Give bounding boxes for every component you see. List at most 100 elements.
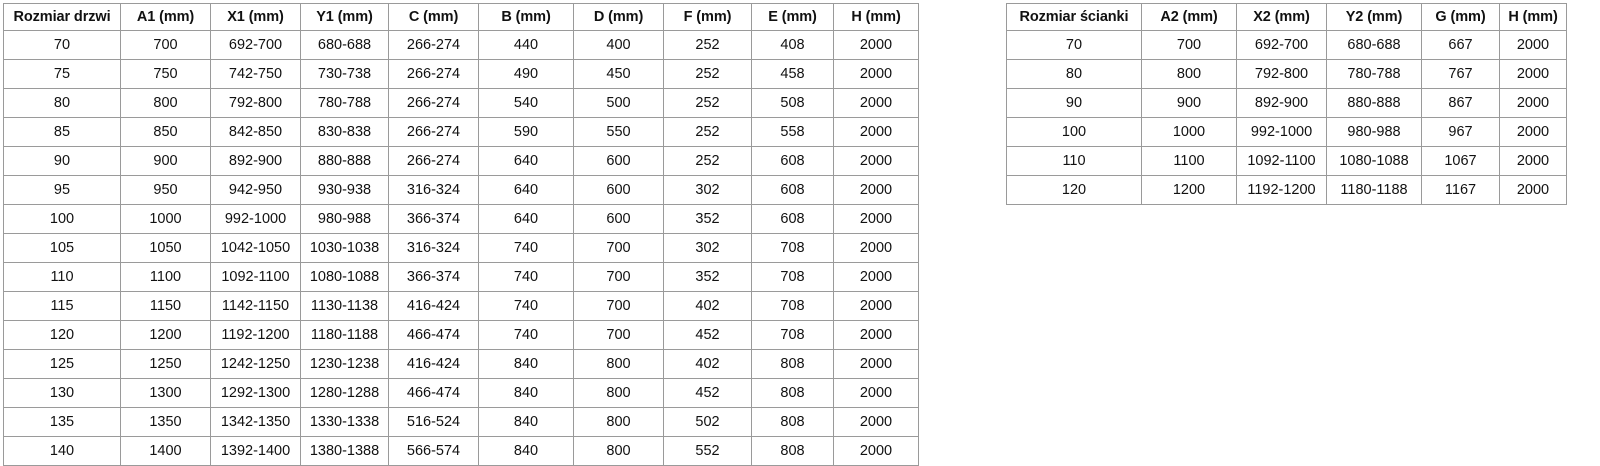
wall-panel-size-table-container: Rozmiar ścianki A2 (mm) X2 (mm) Y2 (mm) G (m… bbox=[1006, 3, 1567, 205]
column-header-wall-2: X2 (mm) bbox=[1236, 3, 1327, 31]
table-cell: 252 bbox=[663, 30, 752, 60]
table-cell: 452 bbox=[663, 378, 752, 408]
table-cell: 302 bbox=[663, 233, 752, 263]
table-cell: 930-938 bbox=[300, 175, 389, 205]
table-cell: 2000 bbox=[833, 117, 919, 147]
row-size-cell: 75 bbox=[3, 59, 121, 89]
table-cell: 1242-1250 bbox=[210, 349, 301, 379]
table-cell: 266-274 bbox=[388, 88, 479, 118]
table-row: 120 1200 1192-1200 1180-1188 466-474 740 700 45… bbox=[3, 320, 919, 350]
row-size-cell: 85 bbox=[3, 117, 121, 147]
table-cell: 808 bbox=[751, 436, 834, 466]
table-cell: 800 bbox=[1141, 59, 1237, 89]
row-size-cell: 105 bbox=[3, 233, 121, 263]
table-cell: 850 bbox=[120, 117, 211, 147]
table-cell: 366-374 bbox=[388, 262, 479, 292]
table-row: 120 1200 1192-1200 1180-1188 1167 2000 bbox=[1006, 175, 1567, 205]
table-cell: 980-988 bbox=[1326, 117, 1422, 147]
row-size-cell: 120 bbox=[1006, 175, 1142, 205]
table-cell: 440 bbox=[478, 30, 574, 60]
table-cell: 2000 bbox=[833, 349, 919, 379]
table-cell: 408 bbox=[751, 30, 834, 60]
table-cell: 700 bbox=[573, 233, 664, 263]
table-cell: 266-274 bbox=[388, 146, 479, 176]
table-cell: 1042-1050 bbox=[210, 233, 301, 263]
table-cell: 1180-1188 bbox=[1326, 175, 1422, 205]
table-cell: 1100 bbox=[1141, 146, 1237, 176]
table-cell: 266-274 bbox=[388, 117, 479, 147]
table-cell: 840 bbox=[478, 436, 574, 466]
table-cell: 680-688 bbox=[300, 30, 389, 60]
table-cell: 640 bbox=[478, 175, 574, 205]
table-cell: 892-900 bbox=[1236, 88, 1327, 118]
column-header-doors-7: F (mm) bbox=[663, 3, 752, 31]
table-cell: 740 bbox=[478, 233, 574, 263]
table-cell: 2000 bbox=[833, 320, 919, 350]
table-cell: 266-274 bbox=[388, 59, 479, 89]
table-cell: 900 bbox=[1141, 88, 1237, 118]
column-header-doors-5: B (mm) bbox=[478, 3, 574, 31]
table-cell: 1392-1400 bbox=[210, 436, 301, 466]
table-cell: 352 bbox=[663, 204, 752, 234]
table-cell: 730-738 bbox=[300, 59, 389, 89]
table-cell: 692-700 bbox=[1236, 30, 1327, 60]
row-size-cell: 70 bbox=[1006, 30, 1142, 60]
table-cell: 1067 bbox=[1421, 146, 1500, 176]
row-size-cell: 90 bbox=[1006, 88, 1142, 118]
table-cell: 266-274 bbox=[388, 30, 479, 60]
table-row: 100 1000 992-1000 980-988 967 2000 bbox=[1006, 117, 1567, 147]
table-cell: 692-700 bbox=[210, 30, 301, 60]
table-cell: 540 bbox=[478, 88, 574, 118]
table-cell: 2000 bbox=[833, 407, 919, 437]
table-cell: 1300 bbox=[120, 378, 211, 408]
table-cell: 750 bbox=[120, 59, 211, 89]
table-cell: 950 bbox=[120, 175, 211, 205]
table-cell: 608 bbox=[751, 204, 834, 234]
row-size-cell: 100 bbox=[1006, 117, 1142, 147]
table-cell: 2000 bbox=[833, 291, 919, 321]
table-cell: 2000 bbox=[833, 204, 919, 234]
table-cell: 458 bbox=[751, 59, 834, 89]
table-header-row: Rozmiar ścianki A2 (mm) X2 (mm) Y2 (mm) G (m… bbox=[1006, 3, 1567, 31]
table-cell: 2000 bbox=[833, 233, 919, 263]
column-header-doors-4: C (mm) bbox=[388, 3, 479, 31]
table-row: 130 1300 1292-1300 1280-1288 466-474 840 800 45… bbox=[3, 378, 919, 408]
table-cell: 316-324 bbox=[388, 175, 479, 205]
table-cell: 2000 bbox=[833, 262, 919, 292]
row-size-cell: 80 bbox=[3, 88, 121, 118]
table-cell: 466-474 bbox=[388, 378, 479, 408]
table-row: 110 1100 1092-1100 1080-1088 366-374 740 700 35… bbox=[3, 262, 919, 292]
row-size-cell: 95 bbox=[3, 175, 121, 205]
table-cell: 792-800 bbox=[1236, 59, 1327, 89]
table-cell: 352 bbox=[663, 262, 752, 292]
table-header-row: Rozmiar drzwi A1 (mm) X1 (mm) Y1 (mm) C (mm)… bbox=[3, 3, 919, 31]
column-header-doors-9: H (mm) bbox=[833, 3, 919, 31]
table-row: 110 1100 1092-1100 1080-1088 1067 2000 bbox=[1006, 146, 1567, 176]
table-row: 135 1350 1342-1350 1330-1338 516-524 840 800 50… bbox=[3, 407, 919, 437]
table-cell: 1200 bbox=[1141, 175, 1237, 205]
column-header-wall-5: H (mm) bbox=[1499, 3, 1567, 31]
table-row: 80 800 792-800 780-788 266-274 540 500 252 508 20… bbox=[3, 88, 919, 118]
table-cell: 316-324 bbox=[388, 233, 479, 263]
table-cell: 402 bbox=[663, 291, 752, 321]
table-cell: 1250 bbox=[120, 349, 211, 379]
table-cell: 1192-1200 bbox=[1236, 175, 1327, 205]
table-cell: 450 bbox=[573, 59, 664, 89]
table-cell: 792-800 bbox=[210, 88, 301, 118]
table-cell: 416-424 bbox=[388, 291, 479, 321]
table-cell: 608 bbox=[751, 146, 834, 176]
table-cell: 252 bbox=[663, 146, 752, 176]
table-cell: 1167 bbox=[1421, 175, 1500, 205]
table-row: 105 1050 1042-1050 1030-1038 316-324 740 700 30… bbox=[3, 233, 919, 263]
table-cell: 842-850 bbox=[210, 117, 301, 147]
table-cell: 708 bbox=[751, 262, 834, 292]
table-cell: 2000 bbox=[1499, 175, 1567, 205]
column-header-doors-6: D (mm) bbox=[573, 3, 664, 31]
door-size-table-container: Rozmiar drzwi A1 (mm) X1 (mm) Y1 (mm) C (mm)… bbox=[3, 3, 919, 466]
wall-table-body: 70 700 692-700 680-688 667 2000 80 800 792-800 78… bbox=[1006, 30, 1567, 205]
door-size-specification-table: Rozmiar drzwi A1 (mm) X1 (mm) Y1 (mm) C (mm)… bbox=[3, 3, 919, 466]
table-cell: 700 bbox=[573, 291, 664, 321]
row-size-cell: 110 bbox=[1006, 146, 1142, 176]
table-cell: 452 bbox=[663, 320, 752, 350]
